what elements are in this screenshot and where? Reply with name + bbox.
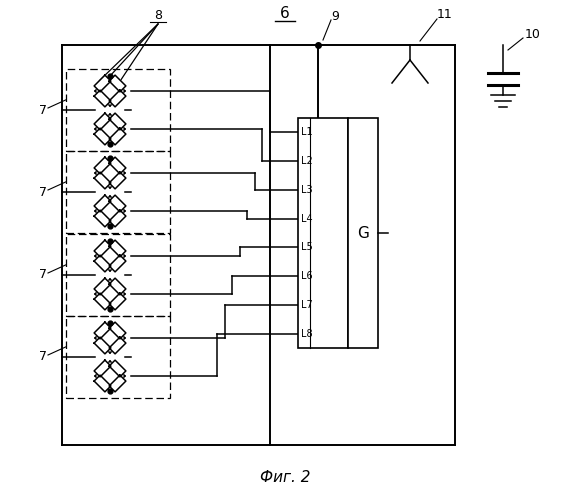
Polygon shape bbox=[109, 172, 126, 189]
Bar bbox=[298, 118, 348, 348]
Polygon shape bbox=[94, 157, 111, 174]
Polygon shape bbox=[94, 210, 111, 227]
Polygon shape bbox=[109, 157, 126, 174]
Text: 7: 7 bbox=[39, 104, 47, 117]
Polygon shape bbox=[109, 240, 126, 257]
Text: L2: L2 bbox=[301, 156, 313, 166]
Polygon shape bbox=[109, 128, 126, 145]
Polygon shape bbox=[109, 293, 126, 310]
Polygon shape bbox=[109, 322, 126, 339]
Polygon shape bbox=[94, 113, 111, 130]
Text: G: G bbox=[357, 226, 369, 240]
Polygon shape bbox=[94, 75, 111, 92]
Bar bbox=[66, 316, 170, 398]
Polygon shape bbox=[94, 293, 111, 310]
Text: L7: L7 bbox=[301, 300, 313, 310]
Text: L1: L1 bbox=[301, 128, 313, 138]
Text: 8: 8 bbox=[154, 9, 162, 22]
Polygon shape bbox=[109, 113, 126, 130]
Text: 6: 6 bbox=[280, 6, 290, 20]
Bar bbox=[66, 234, 170, 316]
Bar bbox=[348, 118, 378, 348]
Polygon shape bbox=[109, 90, 126, 107]
Polygon shape bbox=[109, 195, 126, 212]
Text: L8: L8 bbox=[301, 328, 313, 338]
Polygon shape bbox=[109, 375, 126, 392]
Text: 10: 10 bbox=[525, 28, 541, 42]
Text: L3: L3 bbox=[301, 185, 313, 195]
Polygon shape bbox=[94, 195, 111, 212]
Polygon shape bbox=[94, 322, 111, 339]
Polygon shape bbox=[109, 255, 126, 272]
Text: 7: 7 bbox=[39, 186, 47, 198]
Polygon shape bbox=[94, 240, 111, 257]
Polygon shape bbox=[94, 128, 111, 145]
Polygon shape bbox=[109, 360, 126, 377]
Text: L6: L6 bbox=[301, 271, 313, 281]
Text: 7: 7 bbox=[39, 350, 47, 364]
Bar bbox=[66, 151, 170, 233]
Polygon shape bbox=[109, 210, 126, 227]
Text: Фиг. 2: Фиг. 2 bbox=[260, 470, 310, 486]
Polygon shape bbox=[109, 278, 126, 295]
Polygon shape bbox=[94, 337, 111, 354]
Text: 11: 11 bbox=[437, 8, 453, 22]
Polygon shape bbox=[94, 278, 111, 295]
Polygon shape bbox=[109, 75, 126, 92]
Polygon shape bbox=[109, 337, 126, 354]
Text: 9: 9 bbox=[331, 10, 339, 24]
Bar bbox=[66, 69, 170, 151]
Text: L5: L5 bbox=[301, 242, 313, 252]
Polygon shape bbox=[94, 360, 111, 377]
Polygon shape bbox=[94, 90, 111, 107]
Polygon shape bbox=[94, 172, 111, 189]
Text: 7: 7 bbox=[39, 268, 47, 281]
Polygon shape bbox=[94, 255, 111, 272]
Polygon shape bbox=[94, 375, 111, 392]
Text: L4: L4 bbox=[301, 214, 313, 224]
